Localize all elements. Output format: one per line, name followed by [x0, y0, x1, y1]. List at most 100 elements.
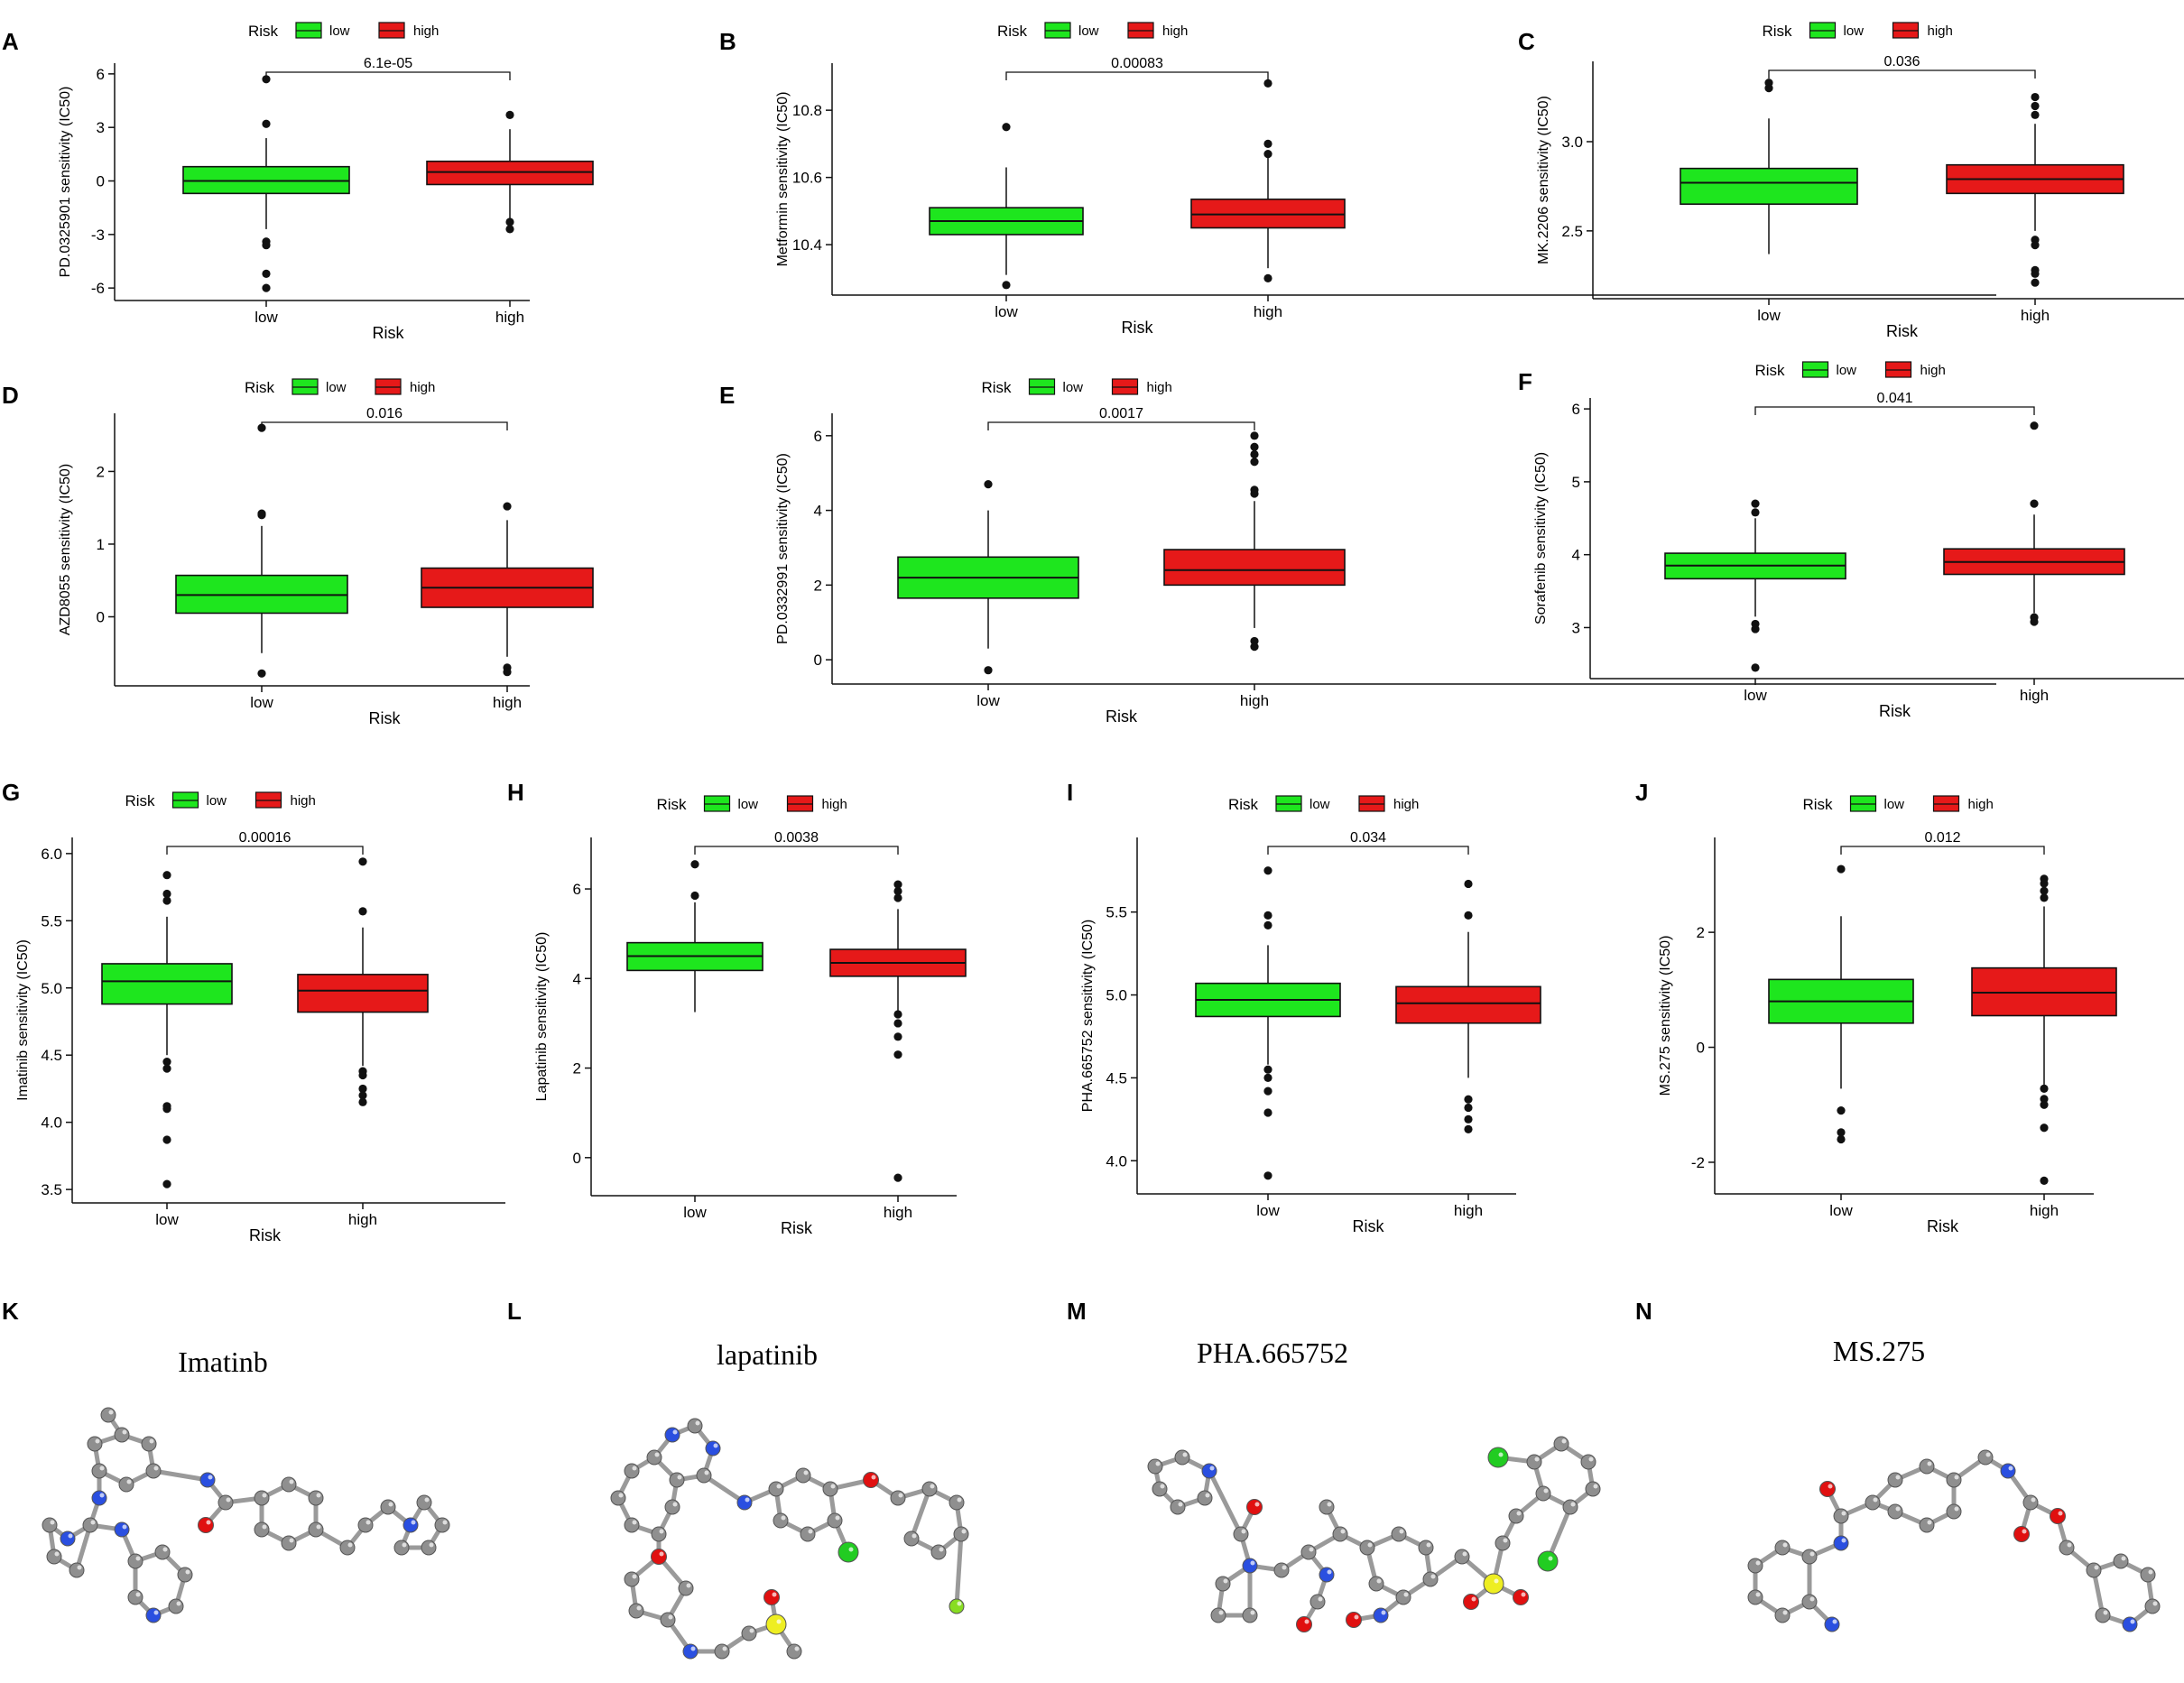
outlier-point — [2031, 110, 2040, 119]
y-tick-label: 0 — [97, 608, 105, 625]
atom-c — [714, 1643, 730, 1660]
atom-n — [1319, 1567, 1335, 1583]
box-high — [829, 880, 967, 1182]
atom-c — [624, 1463, 640, 1479]
atom-c — [421, 1540, 437, 1556]
outlier-point — [162, 1064, 171, 1073]
atom-highlight — [961, 1529, 967, 1534]
atom-highlight — [1327, 1569, 1332, 1575]
atom-highlight — [185, 1569, 190, 1575]
atom-highlight — [135, 1556, 141, 1561]
atom-highlight — [149, 1438, 154, 1444]
p-value-label: 0.016 — [366, 406, 403, 421]
outlier-point — [262, 119, 271, 128]
atom-highlight — [411, 1520, 416, 1525]
atom-highlight — [1309, 1547, 1314, 1552]
atom-c — [1833, 1508, 1849, 1524]
outlier-point — [893, 886, 902, 896]
outlier-point — [2031, 101, 2040, 111]
box-high — [1971, 874, 2117, 1185]
outlier-point — [1263, 149, 1272, 159]
atom-highlight — [2148, 1569, 2153, 1575]
atom-n — [199, 1472, 216, 1488]
x-tick-label-low: low — [1829, 1202, 1853, 1219]
chart-panel-g: G Risk low high 3.5 4.0 4.5 5.0 5.5 6.0 Imatinib s… — [2, 779, 505, 1244]
atom-n — [664, 1427, 680, 1443]
box-low — [1768, 865, 1914, 1144]
y-tick-label: 2 — [1697, 924, 1705, 941]
atom-c — [628, 1603, 644, 1619]
atom-c — [610, 1490, 626, 1506]
atom-c — [1774, 1607, 1791, 1623]
bond — [954, 1531, 964, 1609]
box-high — [1163, 431, 1346, 652]
atom-n — [60, 1530, 76, 1547]
y-tick-label: 4.5 — [41, 1047, 62, 1064]
outlier-point — [2031, 278, 2040, 287]
legend-label-high: high — [1928, 23, 1953, 39]
atom-highlight — [388, 1502, 393, 1507]
legend: Risk low high — [125, 791, 316, 809]
x-axis-label: Risk — [1353, 1217, 1385, 1235]
atom-highlight — [957, 1601, 962, 1606]
outlier-point — [162, 889, 171, 899]
outlier-point — [358, 1070, 367, 1080]
atom-c — [1919, 1517, 1935, 1533]
legend-label-high: high — [1393, 797, 1419, 812]
legend-label-high: high — [822, 797, 847, 812]
atom-highlight — [1178, 1502, 1183, 1507]
atom-highlight — [2031, 1497, 2036, 1503]
atom-c — [100, 1407, 116, 1423]
outlier-point — [162, 1105, 171, 1114]
panel-label: A — [2, 28, 19, 55]
atom-c — [1535, 1485, 1551, 1502]
bracket-line — [1768, 69, 2036, 79]
outlier-point — [505, 217, 514, 227]
atom-highlight — [1782, 1542, 1788, 1548]
legend-title: Risk — [125, 792, 156, 809]
atom-c — [1422, 1571, 1439, 1587]
outlier-point — [690, 860, 699, 869]
outlier-point — [893, 880, 902, 889]
outlier-point — [262, 241, 271, 250]
significance-bracket: 0.041 — [1754, 391, 2035, 415]
outlier-point — [505, 225, 514, 234]
box-low — [1195, 866, 1341, 1180]
atom-n — [2000, 1463, 2016, 1479]
outlier-point — [984, 666, 993, 675]
x-axis-label: Risk — [369, 709, 402, 727]
atom-highlight — [1873, 1497, 1878, 1503]
significance-bracket: 0.0038 — [694, 830, 899, 855]
atom-highlight — [2067, 1542, 2072, 1548]
y-tick-label: 4 — [573, 970, 581, 987]
atom-highlight — [402, 1542, 407, 1548]
outlier-point — [1263, 139, 1272, 148]
atom-highlight — [1570, 1502, 1576, 1507]
box-low — [101, 871, 233, 1188]
box-iqr — [1680, 167, 1858, 205]
outlier-point — [162, 1135, 171, 1144]
molecule-panel-n: N MS.275 — [1635, 1298, 2161, 1632]
atom-highlight — [1593, 1484, 1598, 1489]
atom-c — [786, 1643, 802, 1660]
y-tick-label: 0 — [97, 173, 105, 190]
atom-c — [1233, 1526, 1249, 1542]
atom-c — [768, 1481, 784, 1497]
outlier-point — [503, 502, 512, 511]
outlier-point — [1250, 449, 1259, 459]
atom-o — [1819, 1481, 1836, 1497]
atom-highlight — [1376, 1578, 1382, 1584]
outlier-point — [1837, 1106, 1846, 1115]
panel-label: G — [2, 779, 20, 806]
p-value-label: 0.034 — [1350, 830, 1386, 846]
atom-cl — [1487, 1447, 1509, 1468]
outlier-point — [257, 669, 266, 678]
atom-c — [1508, 1508, 1524, 1524]
legend-label-low: low — [1078, 23, 1099, 39]
p-value-label: 0.00083 — [1111, 56, 1163, 71]
atom-c — [308, 1521, 324, 1538]
significance-bracket: 6.1e-05 — [265, 56, 511, 80]
box-high — [1190, 79, 1346, 282]
outlier-point — [1751, 508, 1760, 517]
box-low — [1680, 79, 1858, 254]
